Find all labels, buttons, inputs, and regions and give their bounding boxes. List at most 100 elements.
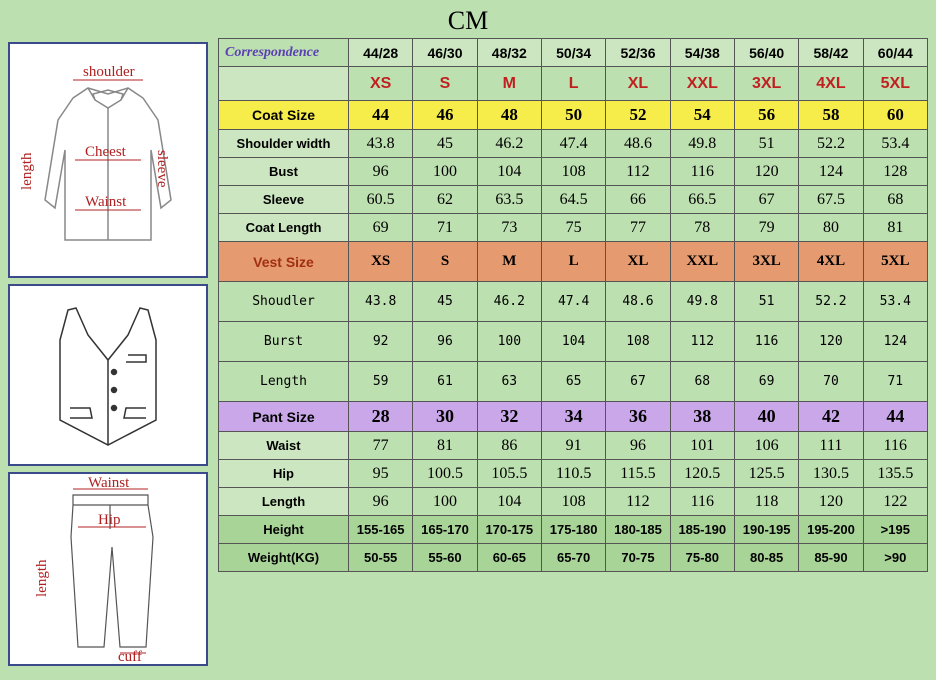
pant-data: 86 <box>477 432 541 460</box>
pant-data: 104 <box>477 488 541 516</box>
vest-size: L <box>541 242 605 282</box>
coat-size: 60 <box>863 101 927 130</box>
cuff-label: cuff <box>118 649 142 662</box>
coat-row-label: Sleeve <box>219 186 349 214</box>
size-cell: 5XL <box>863 67 927 101</box>
coat-data: 108 <box>541 158 605 186</box>
sleeve-label: sleeve <box>154 150 170 188</box>
pant-data: 100 <box>413 488 477 516</box>
coat-data: 73 <box>477 214 541 242</box>
coat-size: 48 <box>477 101 541 130</box>
vest-size: XL <box>606 242 670 282</box>
coat-data: 112 <box>606 158 670 186</box>
coat-row-label: Shoulder width <box>219 130 349 158</box>
pant-size: 32 <box>477 402 541 432</box>
pant-data: 120 <box>799 488 863 516</box>
pant-data: 81 <box>413 432 477 460</box>
pant-size: 28 <box>349 402 413 432</box>
pant-data: 77 <box>349 432 413 460</box>
pant-data: 112 <box>606 488 670 516</box>
coat-data: 51 <box>734 130 798 158</box>
length-label: length <box>19 152 35 190</box>
pant-size: 42 <box>799 402 863 432</box>
coat-data: 49.8 <box>670 130 734 158</box>
coat-data: 81 <box>863 214 927 242</box>
coat-data: 63.5 <box>477 186 541 214</box>
vest-data: 124 <box>863 322 927 362</box>
shoulder-label: shoulder <box>83 64 135 80</box>
size-cell: 4XL <box>799 67 863 101</box>
pant-data: 91 <box>541 432 605 460</box>
coat-size: 52 <box>606 101 670 130</box>
coat-data: 47.4 <box>541 130 605 158</box>
pant-diagram: Wainst length Hip cuff <box>8 472 208 666</box>
height-data: >195 <box>863 516 927 544</box>
coat-data: 96 <box>349 158 413 186</box>
pant-data: 122 <box>863 488 927 516</box>
coat-data: 46.2 <box>477 130 541 158</box>
col-header: 54/38 <box>670 39 734 67</box>
diagram-column: shoulder length sleeve Cheest Wainst <box>8 38 218 666</box>
coat-data: 52.2 <box>799 130 863 158</box>
size-cell: XS <box>349 67 413 101</box>
coat-size: 44 <box>349 101 413 130</box>
coat-size: 56 <box>734 101 798 130</box>
vest-size: M <box>477 242 541 282</box>
pant-data: 111 <box>799 432 863 460</box>
vest-size: 5XL <box>863 242 927 282</box>
weight-data: 75-80 <box>670 544 734 572</box>
vest-size: XXL <box>670 242 734 282</box>
coat-data: 66.5 <box>670 186 734 214</box>
coat-data: 75 <box>541 214 605 242</box>
vest-data: 51 <box>734 282 798 322</box>
col-header: 52/36 <box>606 39 670 67</box>
coat-data: 80 <box>799 214 863 242</box>
pant-size: 30 <box>413 402 477 432</box>
waist-label-1: Wainst <box>85 194 127 210</box>
height-data: 175-180 <box>541 516 605 544</box>
col-header: 56/40 <box>734 39 798 67</box>
pant-data: 135.5 <box>863 460 927 488</box>
vest-size: S <box>413 242 477 282</box>
vest-data: 67 <box>606 362 670 402</box>
vest-data: 92 <box>349 322 413 362</box>
coat-data: 62 <box>413 186 477 214</box>
vest-row-label: Burst <box>219 322 349 362</box>
coat-data: 53.4 <box>863 130 927 158</box>
pant-size: 34 <box>541 402 605 432</box>
cell <box>219 67 349 101</box>
vest-data: 47.4 <box>541 282 605 322</box>
pant-data: 108 <box>541 488 605 516</box>
weight-label: Weight(KG) <box>219 544 349 572</box>
size-cell: 3XL <box>734 67 798 101</box>
vest-data: 61 <box>413 362 477 402</box>
pant-data: 115.5 <box>606 460 670 488</box>
weight-data: 70-75 <box>606 544 670 572</box>
vest-data: 96 <box>413 322 477 362</box>
weight-data: 65-70 <box>541 544 605 572</box>
vest-data: 104 <box>541 322 605 362</box>
coat-data: 68 <box>863 186 927 214</box>
vest-data: 45 <box>413 282 477 322</box>
vest-data: 116 <box>734 322 798 362</box>
coat-data: 77 <box>606 214 670 242</box>
col-header: 46/30 <box>413 39 477 67</box>
pant-data: 100.5 <box>413 460 477 488</box>
vest-data: 120 <box>799 322 863 362</box>
pant-data: 116 <box>670 488 734 516</box>
coat-size: 50 <box>541 101 605 130</box>
waist-label-2: Wainst <box>88 477 130 491</box>
height-data: 170-175 <box>477 516 541 544</box>
coat-data: 71 <box>413 214 477 242</box>
coat-row-label: Coat Length <box>219 214 349 242</box>
vest-data: 71 <box>863 362 927 402</box>
weight-data: 50-55 <box>349 544 413 572</box>
coat-diagram: shoulder length sleeve Cheest Wainst <box>8 42 208 278</box>
coat-data: 100 <box>413 158 477 186</box>
coat-data: 79 <box>734 214 798 242</box>
size-table: Correspondence44/2846/3048/3250/3452/365… <box>218 38 928 572</box>
coat-size: 58 <box>799 101 863 130</box>
coat-data: 116 <box>670 158 734 186</box>
col-header: 60/44 <box>863 39 927 67</box>
height-data: 185-190 <box>670 516 734 544</box>
